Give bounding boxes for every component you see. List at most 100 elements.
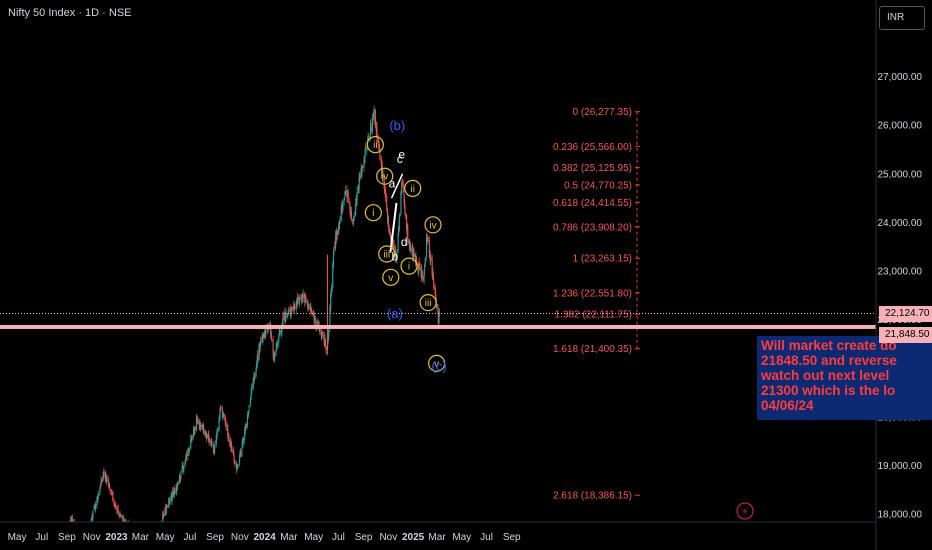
x-tick-label: Sep xyxy=(206,532,224,543)
candle-body xyxy=(111,491,113,493)
wave-label-circle xyxy=(428,354,446,372)
fib-level-label: 0.5 (24,770.25) xyxy=(564,180,632,191)
candle-body xyxy=(214,443,216,446)
note-line: Will market create do xyxy=(761,338,897,353)
candle-body xyxy=(253,374,255,380)
wave-label: iv xyxy=(381,172,388,183)
wave-label: iii xyxy=(383,249,390,260)
candle-body xyxy=(184,460,187,463)
candle-body xyxy=(90,519,92,522)
candle-body xyxy=(216,431,219,432)
candle-body xyxy=(402,182,404,185)
x-tick-label: 2025 xyxy=(402,532,425,543)
candle-body xyxy=(181,466,183,472)
candle-body xyxy=(380,157,382,163)
candle-body xyxy=(233,453,235,456)
candle-body xyxy=(318,327,320,331)
candle-body xyxy=(187,448,189,457)
candle-body xyxy=(345,190,347,194)
candle-body xyxy=(342,200,344,211)
fib-level-label: 1 (23,263.15) xyxy=(573,254,633,265)
candle-body xyxy=(377,138,379,144)
candle-body xyxy=(412,248,414,257)
candle-body xyxy=(404,213,406,217)
candle-body xyxy=(358,177,360,189)
candle-body xyxy=(362,166,364,168)
candle-body xyxy=(432,271,434,277)
candle-body xyxy=(327,336,329,341)
wave-label: ii xyxy=(373,140,377,151)
wave-label: (a) xyxy=(387,306,403,321)
candle-body xyxy=(418,262,420,269)
candle-body xyxy=(211,444,213,446)
candle-body xyxy=(335,233,337,240)
candle-body xyxy=(354,209,357,216)
candle-body xyxy=(249,399,251,405)
candle-body xyxy=(404,203,406,205)
fib-level-label: 0 (26,277.35) xyxy=(573,107,633,118)
candle-body xyxy=(365,148,367,150)
candle-body xyxy=(262,333,264,339)
candle-body xyxy=(313,316,316,321)
x-tick-label: Mar xyxy=(280,532,298,543)
candle-body xyxy=(407,240,409,243)
candle-body xyxy=(386,208,389,221)
fib-level-label: 1.382 (22,111.75) xyxy=(555,310,632,321)
candle-body xyxy=(237,465,239,467)
candle-body xyxy=(328,329,330,337)
candle-body xyxy=(210,441,212,443)
wave-label: iii xyxy=(425,298,432,309)
candle-body xyxy=(200,424,202,428)
candle-body xyxy=(276,343,278,348)
candle-body xyxy=(288,310,290,311)
candle-body xyxy=(363,160,365,168)
candle-body xyxy=(91,516,93,518)
candle-body xyxy=(323,335,325,344)
candle-body xyxy=(113,501,115,504)
candle-body xyxy=(367,138,369,142)
candle-body xyxy=(242,439,244,446)
candle-body xyxy=(165,506,167,513)
candle-body xyxy=(233,455,235,463)
wave-label-circle xyxy=(382,268,400,286)
candle-body xyxy=(333,251,335,264)
candle-body xyxy=(72,520,74,522)
candle-body xyxy=(92,510,94,519)
horizontal-lines xyxy=(0,313,876,329)
fibonacci-levels: 0 (26,277.35) 0.236 (25,566.00) 0.382 (25,… xyxy=(553,107,640,502)
candle-body xyxy=(106,478,108,480)
candle-body xyxy=(390,236,392,239)
y-tick-label: 18,000.00 xyxy=(878,510,923,521)
candle-body xyxy=(170,496,172,501)
candle-body xyxy=(371,118,374,131)
candle-body xyxy=(382,173,384,179)
candle-body xyxy=(387,216,389,228)
candle-body xyxy=(355,198,357,210)
candle-body xyxy=(290,310,292,315)
candle-body xyxy=(279,332,281,335)
wave-label: iv xyxy=(429,220,436,231)
x-tick-label: Sep xyxy=(58,532,76,543)
candle-body xyxy=(238,464,240,466)
candle-body xyxy=(325,346,327,350)
candle-body xyxy=(302,294,304,299)
candle-body xyxy=(110,489,112,492)
candle-body xyxy=(401,181,403,182)
candle-body xyxy=(294,307,296,310)
y-tick-label: 25,000.00 xyxy=(878,169,923,180)
candle-body xyxy=(240,451,242,457)
candle-body xyxy=(419,267,421,269)
candle-body xyxy=(375,124,377,130)
candle-body xyxy=(259,346,261,351)
candle-body xyxy=(218,418,220,430)
candle-body xyxy=(235,464,237,465)
candle-body xyxy=(310,308,312,311)
currency-selector[interactable]: INR xyxy=(879,6,925,30)
candle-body xyxy=(426,235,428,238)
candle-body xyxy=(332,264,334,288)
candle-body xyxy=(122,515,124,517)
candle-body xyxy=(378,144,380,149)
candle-body xyxy=(97,494,99,500)
candle-body xyxy=(193,428,195,437)
